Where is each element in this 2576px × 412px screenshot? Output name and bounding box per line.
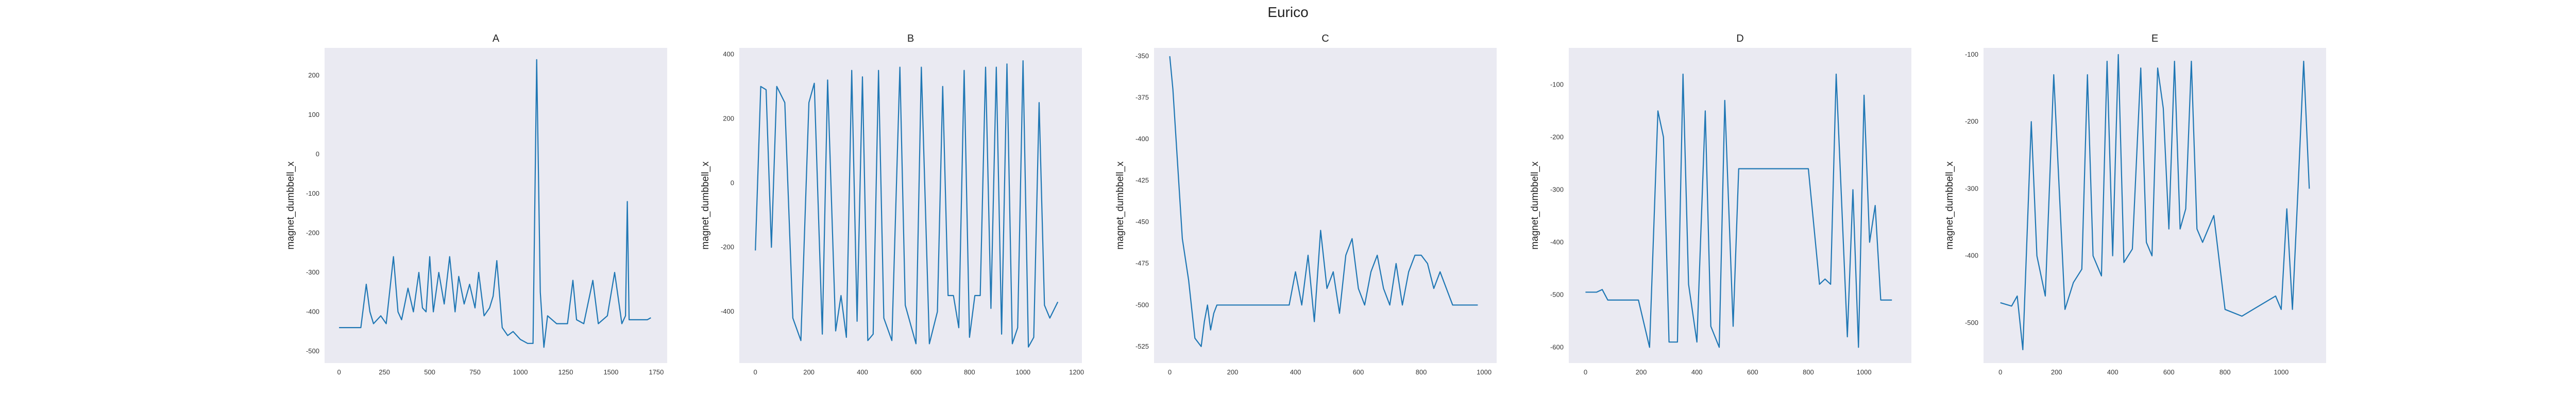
x-tick-label: 1000 [1015, 368, 1030, 376]
x-tick-label: 400 [1290, 368, 1301, 376]
x-tick-label: 200 [803, 368, 815, 376]
y-tick-label: -600 [1550, 343, 1564, 351]
x-tick-label: 1750 [649, 368, 664, 376]
x-tick-label: 1000 [513, 368, 528, 376]
chart-title: B [907, 33, 914, 44]
y-tick-label: -300 [306, 268, 319, 276]
plot-area [325, 48, 667, 363]
y-tick-label: -475 [1136, 260, 1149, 267]
y-tick-label: -525 [1136, 342, 1149, 350]
y-tick-label: -100 [1550, 80, 1564, 88]
y-tick-label: 0 [731, 179, 734, 186]
y-tick-label: -400 [721, 307, 734, 315]
x-tick-label: 1000 [1857, 368, 1872, 376]
y-tick-label: -100 [1965, 50, 1978, 58]
x-tick-label: 600 [910, 368, 922, 376]
y-tick-label: 200 [308, 72, 319, 79]
y-tick-label: -200 [306, 229, 319, 237]
x-tick-label: 1000 [2274, 368, 2289, 376]
chart-title: D [1736, 33, 1743, 44]
y-tick-label: -500 [1136, 301, 1149, 308]
plot-area [1154, 48, 1497, 363]
y-tick-label: -425 [1136, 177, 1149, 184]
series-line [2000, 54, 2310, 351]
y-tick-label: -100 [306, 190, 319, 197]
y-axis-label: magnet_dumbbell_x [1944, 161, 1955, 250]
y-tick-label: -200 [721, 243, 734, 251]
x-tick-label: 1250 [558, 368, 573, 376]
plot-area [739, 48, 1082, 363]
y-tick-label: -400 [1965, 252, 1978, 260]
y-tick-label: 400 [723, 50, 734, 58]
y-axis-label: magnet_dumbbell_x [285, 161, 296, 250]
x-tick-label: 800 [2219, 368, 2231, 376]
y-axis-label: magnet_dumbbell_x [1530, 161, 1540, 250]
x-tick-label: 600 [1353, 368, 1364, 376]
plot-area [1984, 48, 2326, 363]
x-tick-label: 200 [1227, 368, 1239, 376]
x-tick-label: 750 [469, 368, 481, 376]
x-tick-label: 0 [1584, 368, 1587, 376]
series-line [339, 59, 651, 348]
x-tick-label: 1000 [1477, 368, 1492, 376]
y-axis-label: magnet_dumbbell_x [1115, 161, 1126, 250]
x-tick-label: 800 [964, 368, 975, 376]
x-tick-label: 1500 [603, 368, 618, 376]
y-tick-label: -500 [1550, 290, 1564, 298]
x-tick-label: 800 [1416, 368, 1427, 376]
x-tick-label: 0 [754, 368, 757, 376]
x-tick-label: 200 [2051, 368, 2062, 376]
series-line [755, 60, 1059, 348]
x-tick-label: 800 [1803, 368, 1814, 376]
x-tick-label: 250 [379, 368, 390, 376]
y-tick-label: -200 [1965, 117, 1978, 125]
chart-title: C [1321, 33, 1329, 44]
x-tick-label: 600 [2163, 368, 2175, 376]
x-tick-label: 400 [1691, 368, 1703, 376]
x-tick-label: 0 [337, 368, 341, 376]
y-tick-label: 100 [308, 111, 319, 118]
x-tick-label: 1200 [1069, 368, 1084, 376]
y-tick-label: -400 [306, 308, 319, 316]
x-tick-label: 0 [1998, 368, 2002, 376]
x-tick-label: 500 [424, 368, 435, 376]
y-tick-label: -450 [1136, 218, 1149, 226]
y-tick-label: -200 [1550, 133, 1564, 141]
y-tick-label: 200 [723, 114, 734, 122]
y-tick-label: -300 [1550, 185, 1564, 193]
figure-title: Eurico [1267, 4, 1309, 20]
y-axis-label: magnet_dumbbell_x [700, 161, 711, 250]
y-tick-label: -300 [1965, 184, 1978, 192]
y-tick-label: -375 [1136, 94, 1149, 101]
series-line [1585, 73, 1892, 348]
y-tick-label: -400 [1550, 238, 1564, 246]
x-tick-label: 600 [1747, 368, 1758, 376]
x-tick-label: 400 [857, 368, 868, 376]
y-tick-label: 0 [316, 150, 319, 158]
series-line [1169, 56, 1478, 347]
x-tick-label: 200 [1636, 368, 1647, 376]
x-tick-label: 0 [1168, 368, 1172, 376]
chart-title: E [2151, 33, 2158, 44]
y-tick-label: -400 [1136, 135, 1149, 143]
plot-area [1569, 48, 1911, 363]
chart-title: A [493, 33, 500, 44]
y-tick-label: -500 [1965, 319, 1978, 327]
x-tick-label: 400 [2107, 368, 2119, 376]
y-tick-label: -350 [1136, 52, 1149, 60]
y-tick-label: -500 [306, 347, 319, 355]
